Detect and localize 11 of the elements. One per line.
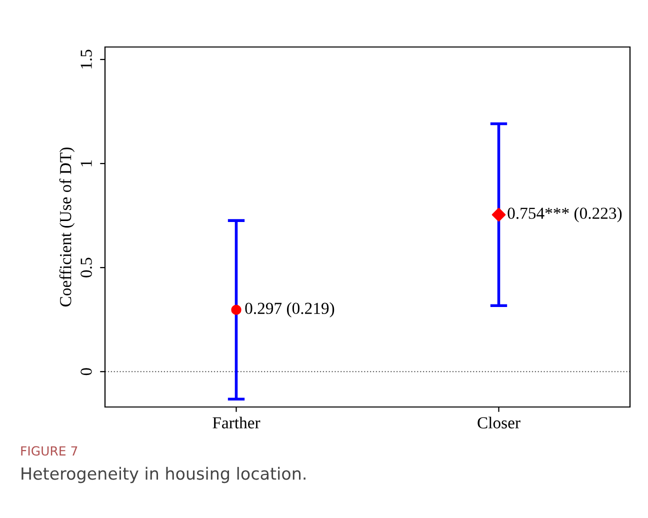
- y-tick-label: 1.5: [80, 50, 92, 68]
- text: Heterogeneity in housing location.: [22, 466, 306, 484]
- annotation: 0.754*** (0.223): [508, 207, 622, 222]
- y-tick-label: 1: [80, 160, 92, 166]
- x-tick-label: Farther: [212, 416, 260, 428]
- annotation: 0.297 (0.219): [245, 302, 334, 318]
- y-axis-title: Coefficient (Use of DT): [59, 148, 75, 306]
- caption: FIGURE 7: [21, 446, 78, 456]
- y-tick-label: 0.5: [80, 258, 92, 278]
- y-tick-label: 0: [80, 368, 92, 376]
- x-tick-label: Closer: [478, 416, 520, 428]
